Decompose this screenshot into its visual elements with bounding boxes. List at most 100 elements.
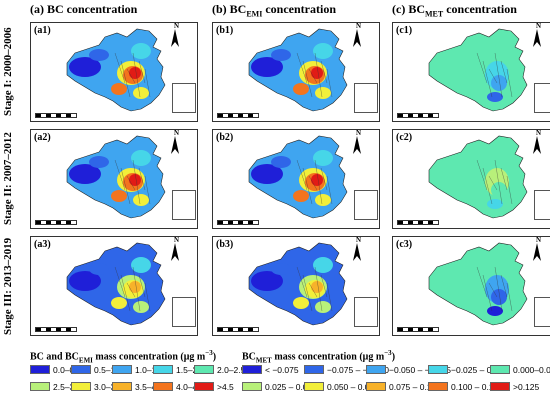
legend-item: 0.025 – 0.050	[242, 381, 317, 392]
panel-label: (c3)	[396, 239, 413, 250]
panel-label: (a2)	[34, 132, 51, 143]
legend-swatch	[366, 365, 386, 374]
province-boundary	[488, 282, 498, 298]
scale-bar	[397, 113, 439, 118]
china-map	[248, 135, 348, 219]
region-west	[251, 57, 283, 77]
region-hotspot	[311, 67, 323, 79]
region-northwest	[89, 156, 109, 168]
region-sichuan	[111, 83, 127, 95]
scale-bar	[397, 327, 439, 332]
region-sichuan	[111, 190, 127, 202]
legend-item: < −0.075	[242, 364, 299, 375]
legend-swatch	[30, 365, 50, 374]
north-arrow-icon	[353, 243, 361, 261]
region-hotspot	[129, 67, 141, 79]
region-sichuan	[111, 297, 127, 309]
china-map	[428, 242, 528, 326]
region-hotspot	[129, 174, 141, 186]
legend-item: −0.075 – −0.050	[304, 364, 389, 375]
region-hotspot	[311, 281, 323, 293]
region-east-core	[491, 182, 507, 198]
scale-bar	[35, 113, 77, 118]
legend-swatch	[366, 382, 386, 391]
region-west	[69, 57, 101, 77]
province-boundary	[326, 282, 333, 312]
region-sichuan	[293, 297, 309, 309]
province-boundary	[132, 266, 141, 312]
legend-swatch	[304, 365, 324, 374]
legend-right-title: BCMET mass concentration (μg m−3)	[242, 349, 396, 365]
province-boundary	[114, 159, 126, 191]
region-sichuan	[293, 83, 309, 95]
region-sichuan	[293, 190, 309, 202]
legend-item: 1.0–1.5	[112, 364, 163, 375]
panel-label: (a3)	[34, 239, 51, 250]
map-panel: (a2) N	[30, 129, 198, 229]
legend-swatch	[112, 365, 132, 374]
south-china-sea-inset	[172, 297, 196, 327]
legend-swatch	[71, 382, 91, 391]
north-label: N	[535, 236, 541, 244]
china-map	[248, 242, 348, 326]
province-boundary	[476, 52, 488, 84]
region-hotspot	[311, 174, 323, 186]
legend-label: >4.5	[217, 381, 234, 392]
region-hotspot	[129, 281, 141, 293]
legend-label: 0.0–0.5	[53, 364, 82, 375]
map-panel: (a1) N	[30, 22, 198, 122]
north-label: N	[173, 129, 179, 137]
north-arrow-icon	[533, 29, 541, 47]
map-panel: (a3) N	[30, 236, 198, 336]
map-panel: (c3) N	[392, 236, 550, 336]
legend-swatch	[112, 382, 132, 391]
province-boundary	[144, 68, 151, 98]
legend-label: 0.050 – 0.075	[327, 381, 379, 392]
legend-item: 0.000–0.025	[490, 364, 550, 375]
province-boundary	[308, 175, 318, 191]
province-boundary	[500, 274, 508, 298]
scale-bar	[217, 220, 259, 225]
region-northeast	[131, 257, 151, 273]
scale-bar	[35, 220, 77, 225]
legend-label: < −0.075	[265, 364, 299, 375]
province-boundary	[308, 282, 318, 298]
legend-item: 3.0–3.5	[71, 381, 122, 392]
legend-swatch	[490, 382, 510, 391]
north-arrow-icon	[171, 136, 179, 154]
province-boundary	[114, 52, 126, 84]
panel-label: (c1)	[396, 25, 413, 36]
north-label: N	[355, 236, 361, 244]
legend-swatch	[153, 365, 173, 374]
scale-bar	[397, 220, 439, 225]
row-label-stage-1: Stage I: 2000–2006	[2, 27, 14, 117]
region-east-core	[491, 75, 507, 91]
region-south	[315, 87, 331, 99]
china-map	[428, 135, 528, 219]
province-boundary	[308, 68, 318, 84]
legend-item: 0.050 – 0.075	[304, 381, 379, 392]
legend-label: 0.075 – 0.100	[389, 381, 441, 392]
legend-swatch	[428, 365, 448, 374]
panel-label: (b1)	[216, 25, 234, 36]
row-label-stage-2: Stage II: 2007–2012	[2, 132, 14, 226]
legend-swatch	[194, 382, 214, 391]
south-china-sea-inset	[172, 83, 196, 113]
legend-item: −0.050 – −0.025	[366, 364, 451, 375]
legend-swatch	[30, 382, 50, 391]
scale-bar	[217, 113, 259, 118]
province-boundary	[476, 159, 488, 191]
province-boundary	[320, 60, 328, 84]
legend-label: 2.5–3.0	[53, 381, 82, 392]
legend-label: 0.100 – 0.125	[451, 381, 503, 392]
province-boundary	[144, 282, 151, 312]
panel-label: (b3)	[216, 239, 234, 250]
region-west	[251, 164, 283, 184]
region-northwest	[89, 49, 109, 61]
legend-item: 2.0–2.5	[194, 364, 245, 375]
legend-label: 1.0–1.5	[135, 364, 164, 375]
legend-label: 0.025 – 0.050	[265, 381, 317, 392]
legend-label: >0.125	[513, 381, 540, 392]
legend-label: 3.5–4.0	[135, 381, 164, 392]
region-west	[69, 271, 101, 291]
